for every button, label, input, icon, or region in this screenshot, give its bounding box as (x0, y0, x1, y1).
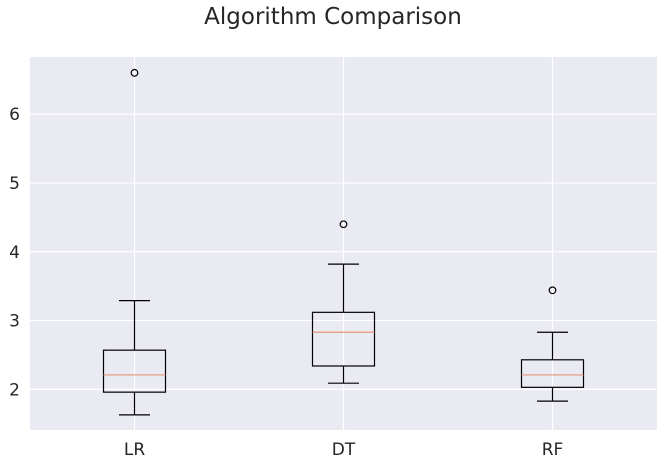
chart-title: Algorithm Comparison (204, 4, 462, 30)
y-tick-label: 5 (9, 174, 20, 194)
x-tick-label: LR (124, 440, 145, 460)
y-tick-label: 2 (9, 380, 20, 400)
box-group-lr (102, 68, 167, 416)
y-tick-label: 3 (9, 312, 20, 332)
y-tick-label: 6 (9, 105, 20, 125)
iqr-box (311, 311, 376, 367)
outlier-point (130, 68, 139, 77)
outlier-point (548, 286, 557, 295)
outlier-point (339, 220, 348, 229)
box-group-rf (520, 286, 585, 402)
iqr-box (520, 359, 585, 388)
y-tick-label: 4 (9, 243, 20, 263)
x-tick-label: RF (542, 440, 564, 460)
box-group-dt (311, 220, 376, 384)
box-layer (102, 68, 585, 416)
iqr-box (102, 349, 167, 393)
x-tick-label: DT (332, 440, 356, 460)
label-layer: 2 3 4 5 6 LR DT RF (9, 105, 563, 460)
